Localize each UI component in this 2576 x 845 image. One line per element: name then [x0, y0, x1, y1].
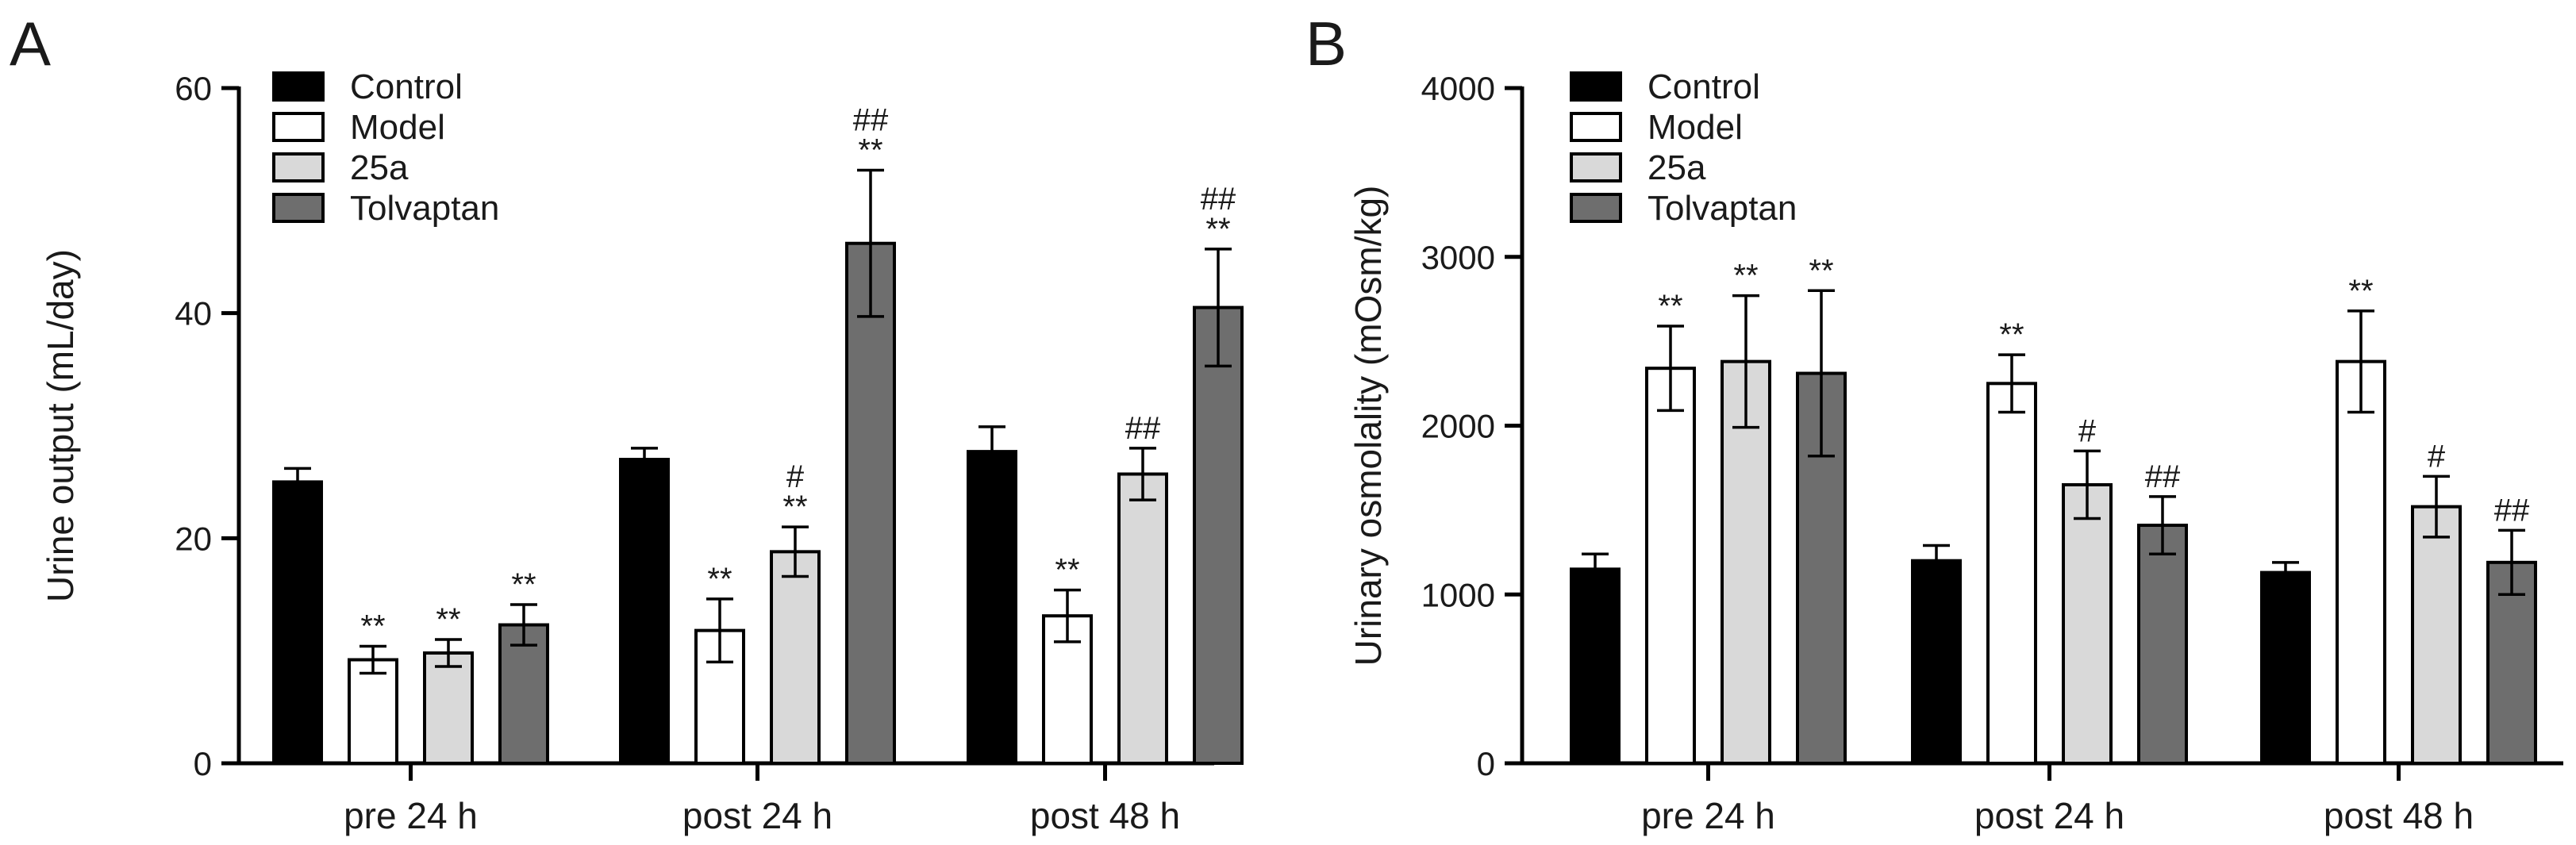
bar-tolvaptan: [1193, 305, 1244, 765]
significance-line: **: [511, 567, 536, 602]
y-tick-label: 0: [194, 745, 212, 782]
legend-label: Model: [1647, 108, 1743, 147]
panel-b: B 0 1000 2000 3000 4000 Urinary osmolality (mO…: [1305, 9, 2563, 836]
x-category-label: post 48 h: [2324, 795, 2474, 836]
significance-marker: **: [1733, 259, 1758, 294]
significance-line: **: [1205, 212, 1230, 247]
bar-control: [619, 458, 670, 765]
bar-control: [2260, 570, 2311, 766]
legend-label: Tolvaptan: [350, 189, 499, 228]
significance-marker: ##: [2145, 459, 2181, 494]
legend-swatch: [272, 112, 325, 142]
y-axis-title: Urine output (mL/day): [40, 249, 81, 602]
panel-letter: B: [1305, 9, 1347, 79]
significance-marker: **: [707, 562, 732, 597]
bar-tolvaptan: [498, 623, 549, 765]
significance-marker: **##: [853, 103, 889, 168]
significance-line: #: [2428, 439, 2446, 474]
significance-marker: **: [1055, 553, 1079, 588]
bar-model: [1645, 367, 1696, 765]
significance-line: #: [2078, 413, 2097, 448]
bar-model: [2336, 359, 2386, 765]
bar-25a: [2062, 482, 2113, 766]
legend-swatch: [1570, 193, 1622, 223]
x-category-label: post 24 h: [682, 795, 832, 836]
x-category-label: post 48 h: [1030, 795, 1180, 836]
bar-25a: [2411, 505, 2462, 765]
significance-marker: **: [436, 602, 460, 637]
significance-line: **: [1055, 553, 1079, 588]
legend-swatch: [1570, 112, 1622, 142]
legend-label: Tolvaptan: [1647, 189, 1797, 228]
significance-line: ##: [2145, 459, 2181, 494]
y-tick-label: 3000: [1421, 239, 1495, 276]
significance-marker: **: [1809, 253, 1833, 288]
significance-marker: **#: [782, 459, 807, 524]
significance-line: **: [782, 490, 807, 524]
x-category-label: pre 24 h: [1641, 795, 1775, 836]
significance-line: ##: [1125, 411, 1161, 446]
significance-marker: **##: [1201, 182, 1236, 247]
significance-marker: ##: [1125, 411, 1161, 446]
significance-marker: #: [2428, 439, 2446, 474]
y-tick-label: 40: [175, 295, 212, 332]
bar-model: [348, 658, 398, 765]
legend-swatch: [272, 193, 325, 223]
y-tick-label: 20: [175, 520, 212, 557]
significance-line: **: [1809, 253, 1833, 288]
legend-label: 25a: [1647, 148, 1706, 187]
significance-line: ##: [853, 103, 889, 138]
y-tick-label: 0: [1477, 745, 1495, 782]
bar-control: [272, 480, 323, 766]
legend-label: 25a: [350, 148, 409, 187]
bar-control: [1911, 559, 1962, 766]
significance-line: **: [707, 562, 732, 597]
significance-line: **: [858, 133, 882, 168]
x-category-label: pre 24 h: [344, 795, 478, 836]
panel-letter: A: [10, 9, 51, 79]
legend-swatch: [1570, 71, 1622, 102]
bar-model: [1986, 382, 2037, 765]
legend-label: Control: [1647, 67, 1760, 106]
significance-line: **: [1999, 317, 2024, 352]
significance-marker: **: [360, 609, 385, 643]
bar-tolvaptan: [2137, 524, 2188, 766]
bar-25a: [770, 550, 821, 765]
significance-line: #: [786, 459, 805, 494]
significance-marker: **: [2348, 274, 2373, 309]
significance-line: **: [360, 609, 385, 643]
significance-line: **: [1658, 289, 1682, 324]
bar-25a: [1117, 472, 1168, 765]
x-category-label: post 24 h: [1974, 795, 2124, 836]
panel-a: A 0 20 40 60 Urine output (mL/day) pre 24 h pos…: [10, 9, 1244, 836]
significance-line: **: [436, 602, 460, 637]
y-axis-title: Urinary osmolality (mOsm/kg): [1348, 186, 1389, 666]
significance-marker: ##: [2494, 493, 2530, 528]
bar-control: [1570, 567, 1621, 766]
significance-marker: **: [1999, 317, 2024, 352]
legend-swatch: [272, 152, 325, 182]
bar-control: [967, 450, 1017, 765]
significance-line: ##: [1201, 182, 1236, 217]
y-tick-label: 4000: [1421, 70, 1495, 107]
legend-label: Control: [350, 67, 463, 106]
y-tick-label: 2000: [1421, 408, 1495, 445]
bar-25a: [423, 651, 474, 766]
legend-label: Model: [350, 108, 445, 147]
y-tick-label: 60: [175, 70, 212, 107]
legend-swatch: [1570, 152, 1622, 182]
significance-line: ##: [2494, 493, 2530, 528]
bar-tolvaptan: [845, 241, 896, 766]
significance-line: **: [2348, 274, 2373, 309]
significance-marker: #: [2078, 413, 2097, 448]
significance-marker: **: [511, 567, 536, 602]
y-tick-label: 1000: [1421, 576, 1495, 613]
significance-line: **: [1733, 259, 1758, 294]
significance-marker: **: [1658, 289, 1682, 324]
legend-swatch: [272, 71, 325, 102]
